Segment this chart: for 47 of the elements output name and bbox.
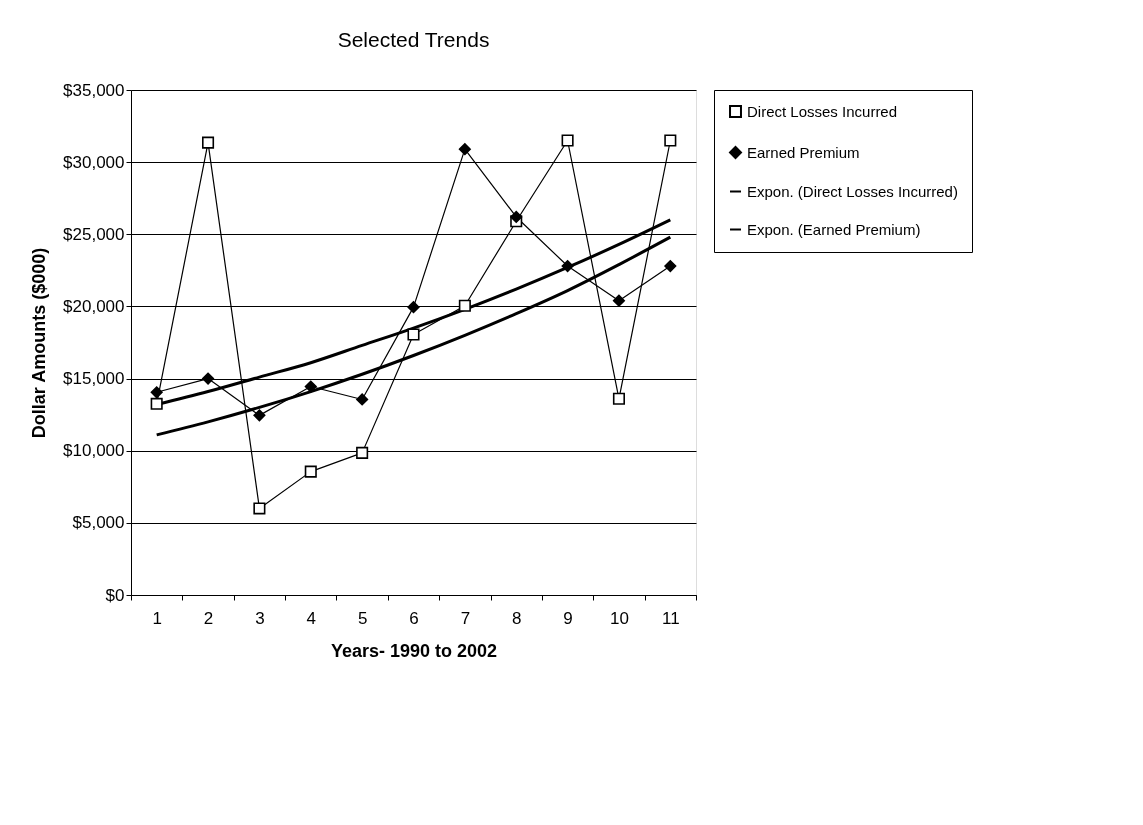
- point: [202, 136, 215, 149]
- x-tick-label: 10: [609, 608, 629, 628]
- point: [407, 301, 420, 314]
- point: [150, 397, 163, 410]
- y-tick-label: $30,000: [63, 152, 125, 172]
- point: [510, 210, 523, 224]
- y-tick-label: $0: [105, 585, 125, 605]
- x-tick-label: 9: [563, 608, 573, 628]
- y-tick-label: $15,000: [63, 369, 125, 389]
- x-tick-label: 6: [409, 608, 419, 628]
- point: [356, 393, 369, 406]
- x-tick-label: 1: [152, 608, 162, 628]
- chart-title: Selected Trends: [337, 28, 490, 51]
- y-tick-label: $20,000: [63, 296, 125, 316]
- x-axis-title: Years- 1990 to 2002: [330, 640, 498, 661]
- point: [458, 143, 471, 156]
- point: [202, 372, 215, 385]
- x-tick-label: 2: [203, 608, 214, 628]
- y-tick-label: $5,000: [72, 513, 125, 533]
- point: [150, 386, 163, 399]
- point: [664, 134, 677, 147]
- point: [612, 294, 625, 307]
- y-tick-label: $35,000: [63, 80, 125, 100]
- legend-label: Expon. (Earned Premium): [747, 220, 921, 238]
- x-tick-label: 7: [460, 608, 471, 628]
- legend-label: Expon. (Direct Losses Incurred): [747, 182, 958, 200]
- point: [304, 380, 317, 393]
- point: [561, 134, 574, 147]
- x-tick-label: 5: [357, 608, 368, 628]
- y-axis-title: Dollar Amounts ($000): [29, 247, 50, 439]
- x-tick-label: 8: [511, 608, 522, 628]
- point: [664, 259, 677, 273]
- point: [458, 299, 471, 312]
- point: [356, 446, 369, 459]
- legend-label: Direct Losses Incurred: [747, 102, 898, 120]
- point: [253, 502, 266, 515]
- point: [612, 392, 625, 405]
- legend-label: Earned Premium: [747, 143, 860, 161]
- x-tick-label: 3: [255, 608, 265, 628]
- point: [561, 259, 574, 273]
- point: [407, 328, 420, 341]
- point: [304, 465, 317, 478]
- point: [253, 409, 266, 422]
- y-tick-label: $25,000: [63, 224, 125, 244]
- x-tick-label: 11: [661, 608, 680, 628]
- x-tick-label: 4: [306, 608, 317, 628]
- y-tick-label: $10,000: [63, 441, 125, 461]
